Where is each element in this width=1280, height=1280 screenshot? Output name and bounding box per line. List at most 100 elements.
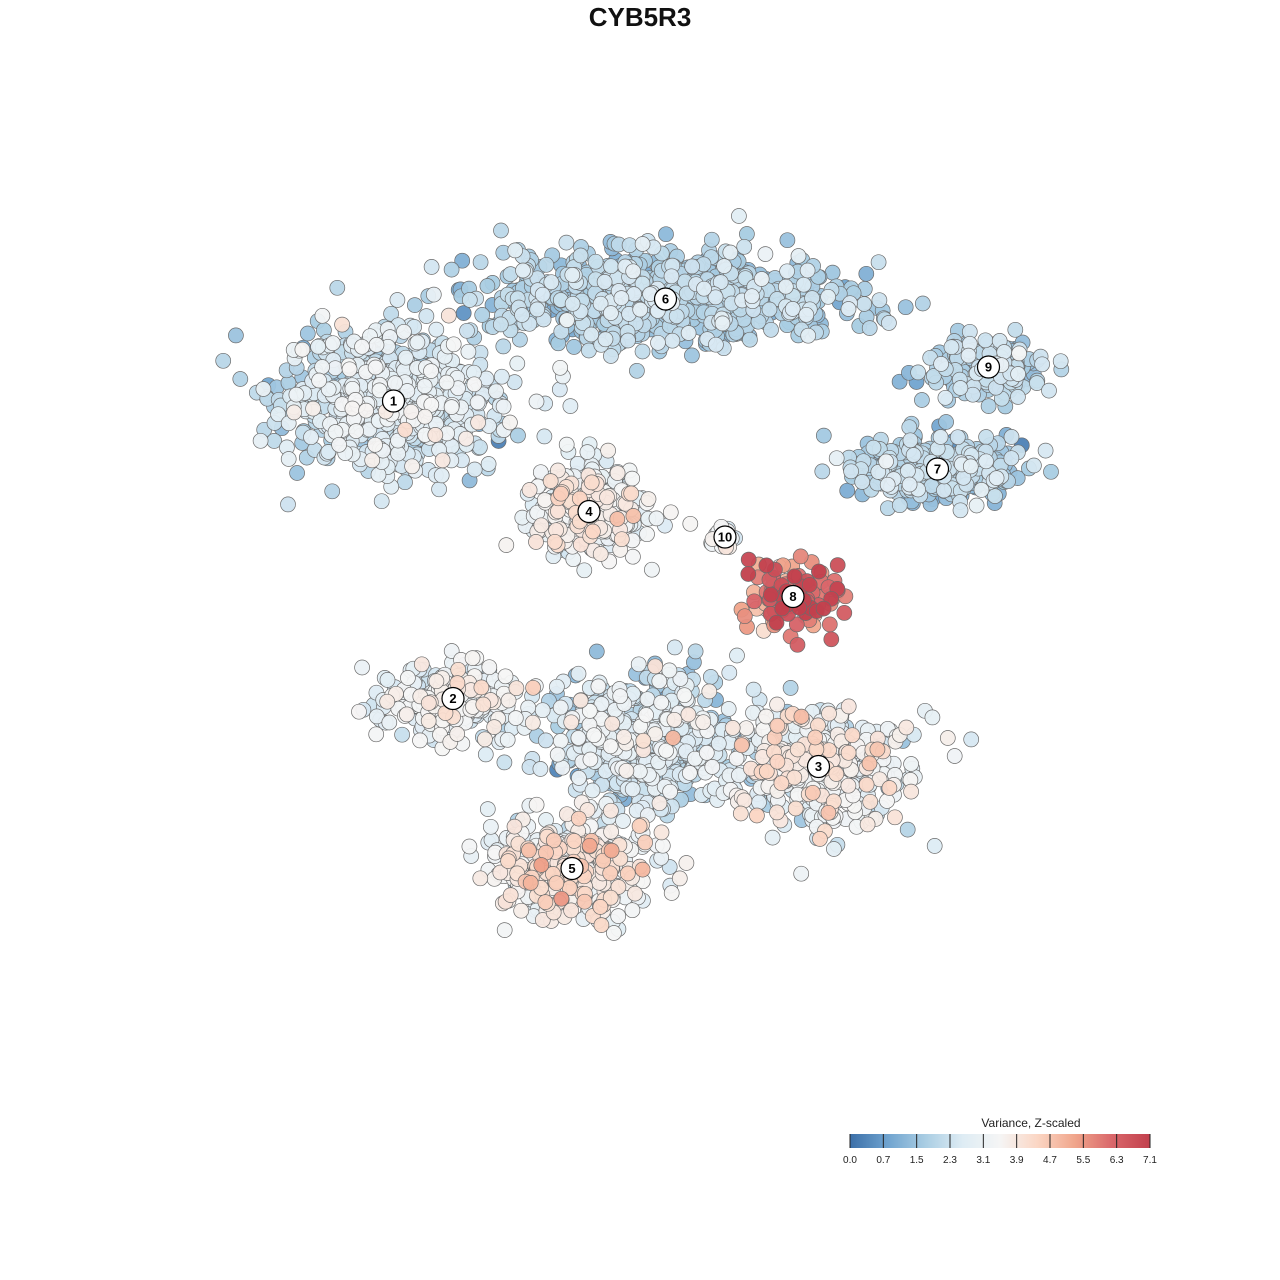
data-point — [428, 321, 445, 338]
data-point — [417, 408, 433, 425]
data-point — [443, 399, 460, 415]
data-point — [438, 374, 455, 391]
data-point — [466, 461, 483, 478]
data-point — [681, 765, 698, 781]
cluster-label-badge — [653, 287, 678, 311]
data-point — [968, 497, 985, 514]
cluster-label-text: 8 — [789, 589, 796, 604]
data-point — [952, 380, 969, 396]
data-point — [634, 343, 651, 360]
cluster-label-text: 6 — [662, 292, 669, 307]
data-point — [815, 600, 832, 617]
data-point — [792, 548, 809, 565]
data-point — [647, 726, 664, 742]
data-point — [695, 714, 712, 731]
data-point — [905, 447, 922, 463]
data-point — [513, 902, 530, 919]
data-point — [329, 279, 346, 296]
data-point — [552, 733, 569, 749]
data-point — [710, 735, 727, 752]
data-point — [461, 292, 478, 308]
data-point — [680, 325, 697, 341]
cluster-label-8: 8 — [781, 584, 805, 609]
data-point — [387, 375, 403, 391]
legend-ticks: 0.0 0.7 1.5 2.3 3.1 3.9 4.7 5.5 6.3 7.1 — [843, 1134, 1157, 1166]
data-point — [566, 339, 582, 355]
data-point — [901, 476, 918, 493]
data-point — [507, 710, 524, 726]
data-point — [729, 647, 745, 664]
data-point — [821, 616, 838, 633]
data-point — [473, 679, 490, 696]
data-point — [624, 781, 641, 798]
data-point — [881, 780, 898, 796]
data-point — [744, 288, 760, 305]
data-point — [820, 288, 836, 305]
data-point — [839, 482, 856, 499]
data-point — [420, 713, 437, 729]
points-layer — [215, 208, 1070, 941]
data-point — [881, 315, 897, 331]
data-point — [613, 290, 630, 306]
data-point — [445, 336, 462, 353]
data-point — [836, 605, 853, 621]
data-point — [564, 295, 581, 312]
data-point — [887, 809, 903, 826]
data-point — [480, 456, 497, 472]
data-point — [579, 444, 596, 460]
data-point — [1003, 450, 1020, 467]
data-point — [631, 818, 648, 834]
data-point — [270, 406, 286, 423]
data-point — [696, 280, 712, 297]
cluster-label-9: 9 — [976, 355, 1001, 379]
cluster-label-text: 3 — [815, 759, 822, 774]
data-point — [789, 741, 806, 758]
data-point — [788, 616, 805, 633]
data-point — [389, 292, 406, 308]
data-point — [861, 320, 878, 336]
legend-tick-label: 3.9 — [1010, 1155, 1024, 1166]
data-point — [858, 776, 875, 793]
data-point — [840, 777, 857, 794]
data-point — [821, 705, 837, 722]
data-point — [724, 720, 741, 736]
data-point — [732, 805, 749, 822]
data-point — [373, 493, 390, 510]
data-point — [891, 497, 908, 514]
data-point — [684, 258, 700, 275]
data-point — [761, 301, 778, 318]
data-point — [731, 208, 747, 224]
data-point — [420, 695, 437, 711]
data-point — [509, 355, 526, 372]
data-point — [647, 658, 664, 675]
cluster-label-text: 10 — [718, 530, 732, 545]
data-point — [215, 352, 232, 369]
data-point — [506, 818, 523, 835]
data-point — [559, 312, 575, 328]
data-point — [769, 696, 785, 713]
data-point — [305, 400, 321, 417]
data-point — [428, 673, 445, 690]
legend-tick-label: 5.5 — [1076, 1155, 1090, 1166]
data-point — [327, 360, 344, 377]
data-point — [779, 232, 796, 249]
data-point — [593, 917, 610, 933]
data-point — [469, 394, 486, 411]
data-point — [937, 389, 954, 406]
data-point — [379, 672, 396, 688]
data-point — [394, 726, 410, 743]
data-point — [639, 691, 656, 708]
cluster-label-badge — [560, 856, 584, 881]
data-point — [553, 890, 570, 907]
data-point — [521, 482, 538, 498]
data-point — [522, 875, 539, 891]
data-point — [299, 325, 316, 342]
data-point — [507, 242, 524, 259]
data-point — [474, 307, 491, 323]
data-point — [812, 831, 828, 847]
data-point — [461, 838, 478, 855]
data-point — [800, 327, 817, 344]
data-point — [479, 278, 496, 294]
cluster-label-text: 4 — [585, 504, 593, 519]
